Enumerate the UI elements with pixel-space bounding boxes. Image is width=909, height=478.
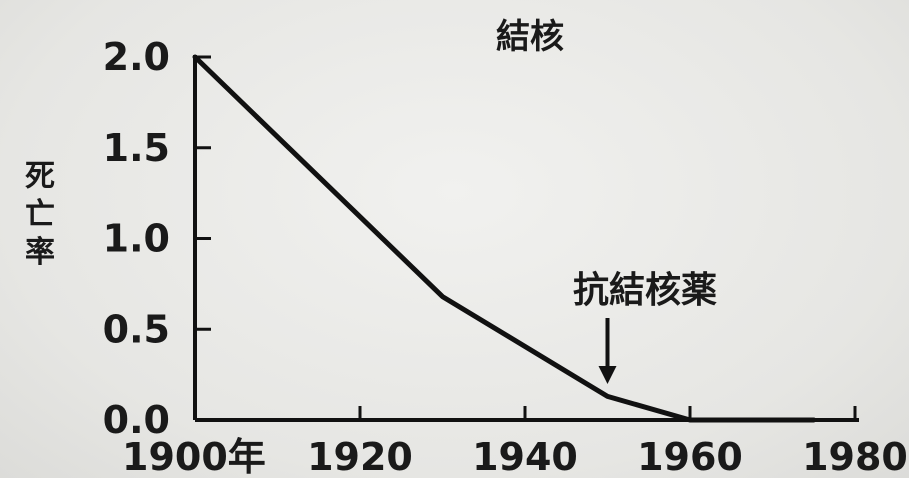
x-ticks: 1900年 1920 1940 1960 1980 bbox=[122, 406, 908, 478]
axes bbox=[193, 55, 859, 422]
y-tick-label: 0.5 bbox=[103, 307, 170, 351]
y-axis-label-char: 率 bbox=[25, 235, 55, 270]
series-group bbox=[192, 54, 817, 423]
mortality-line bbox=[192, 54, 817, 423]
y-tick-label: 1.5 bbox=[103, 126, 170, 170]
y-axis-label-char: 亡 bbox=[25, 197, 55, 232]
y-axis-label-char: 死 bbox=[25, 159, 55, 194]
x-tick-label: 1980 bbox=[802, 435, 908, 478]
annotation-arrow-head bbox=[598, 366, 617, 384]
y-ticks: 2.0 1.5 1.0 0.5 0.0 bbox=[103, 35, 211, 442]
y-tick-label: 1.0 bbox=[103, 217, 170, 261]
annotation-label: 抗結核薬 bbox=[573, 269, 717, 311]
x-tick-label: 1940 bbox=[472, 435, 578, 478]
x-tick-label: 1960 bbox=[637, 435, 743, 478]
chart-title: 結核 bbox=[496, 17, 564, 57]
y-axis-label: 死 亡 率 bbox=[25, 159, 55, 270]
annotations: 抗結核薬 bbox=[573, 269, 717, 384]
x-tick-label: 1920 bbox=[307, 435, 413, 478]
x-tick-label: 1900年 bbox=[122, 435, 266, 478]
y-tick-label: 0.0 bbox=[103, 398, 170, 442]
y-tick-label: 2.0 bbox=[103, 35, 170, 79]
